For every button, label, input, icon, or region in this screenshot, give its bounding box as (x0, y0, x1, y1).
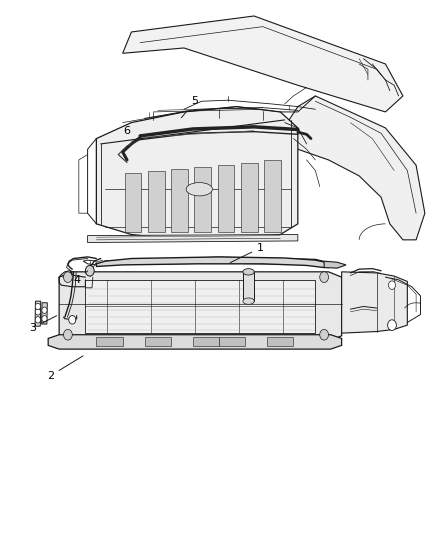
Ellipse shape (243, 269, 254, 275)
Polygon shape (125, 173, 141, 232)
Circle shape (42, 316, 47, 322)
Circle shape (64, 329, 72, 340)
Text: 2: 2 (47, 356, 83, 381)
Circle shape (35, 303, 40, 310)
Circle shape (320, 272, 328, 282)
Polygon shape (123, 16, 403, 112)
Polygon shape (171, 169, 188, 232)
Polygon shape (148, 171, 165, 232)
Polygon shape (48, 335, 342, 349)
Polygon shape (35, 301, 41, 326)
Polygon shape (194, 167, 211, 232)
Circle shape (69, 316, 76, 324)
Polygon shape (96, 107, 298, 240)
Circle shape (320, 329, 328, 340)
Polygon shape (219, 337, 245, 346)
Polygon shape (324, 261, 346, 268)
Polygon shape (280, 96, 425, 240)
Text: 1: 1 (230, 243, 264, 263)
Circle shape (388, 320, 396, 330)
Circle shape (35, 317, 40, 323)
Polygon shape (241, 163, 258, 232)
Polygon shape (218, 165, 234, 232)
Polygon shape (96, 257, 333, 268)
Ellipse shape (186, 182, 212, 196)
Polygon shape (59, 272, 342, 341)
Polygon shape (342, 272, 407, 333)
Text: 6: 6 (124, 126, 132, 141)
Circle shape (42, 307, 47, 313)
Text: 3: 3 (29, 316, 57, 333)
Circle shape (35, 309, 40, 315)
Circle shape (85, 265, 94, 276)
Circle shape (64, 272, 72, 282)
Polygon shape (243, 272, 254, 301)
Polygon shape (42, 303, 47, 324)
Text: 4: 4 (73, 271, 88, 285)
Ellipse shape (243, 298, 254, 304)
Text: 5: 5 (181, 96, 198, 118)
Polygon shape (85, 280, 315, 333)
Polygon shape (88, 235, 298, 243)
Polygon shape (264, 160, 281, 232)
Circle shape (389, 281, 396, 289)
Polygon shape (267, 337, 293, 346)
Polygon shape (96, 337, 123, 346)
Polygon shape (193, 337, 219, 346)
Polygon shape (145, 337, 171, 346)
